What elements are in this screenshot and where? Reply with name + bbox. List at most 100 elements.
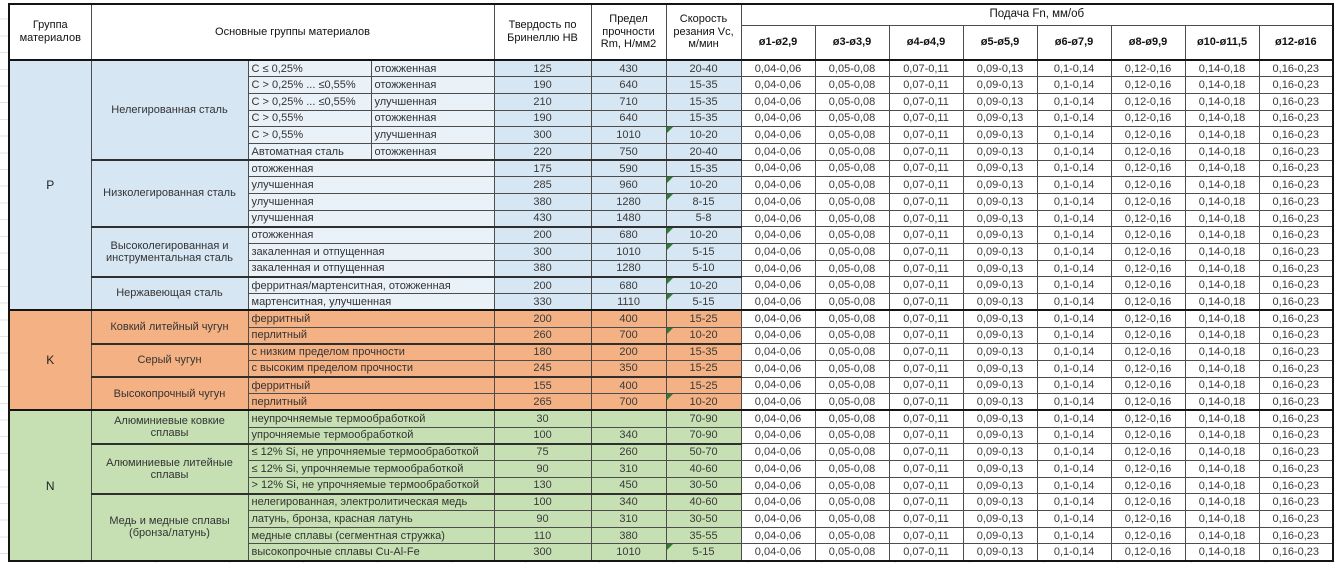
- feed-value-cell: 0,05-0,08: [814, 92, 890, 111]
- header-row-top: Группа материалов Основные группы матери…: [8, 3, 1334, 61]
- feed-value-cell: 0,16-0,23: [1258, 92, 1334, 111]
- feed-value-cell: 0,1-0,14: [1036, 393, 1112, 411]
- feed-value-cell: 0,12-0,16: [1110, 359, 1186, 378]
- table-row: > 12% Si, не упрочняемые термообработкой…: [9, 476, 1334, 495]
- feed-value-cell: 0,1-0,14: [1036, 326, 1112, 345]
- hardness-value-cell: 200: [493, 275, 592, 295]
- feed-value-cell: 0,04-0,06: [740, 460, 816, 478]
- feed-value-cell: 0,09-0,13: [962, 209, 1038, 228]
- feed-value-cell: 0,1-0,14: [1036, 92, 1112, 111]
- speed-value-cell: 5-8: [665, 209, 742, 228]
- feed-value-cell: 0,12-0,16: [1110, 126, 1186, 144]
- feed-value-cell: 0,12-0,16: [1110, 409, 1186, 428]
- hardness-value-cell: 110: [493, 526, 592, 545]
- feed-value-cell: 0,16-0,23: [1258, 393, 1334, 411]
- hardness-value-cell: 155: [493, 376, 592, 395]
- feed-value-cell: 0,05-0,08: [814, 142, 890, 161]
- feed-value-cell: 0,12-0,16: [1110, 376, 1186, 395]
- feed-value-cell: 0,04-0,06: [740, 243, 816, 261]
- table-row: улучшенная 285 960 10-20 0,04-0,06 0,05-0,08 0…: [9, 176, 1334, 194]
- feed-value-cell: 0,05-0,08: [814, 376, 890, 395]
- feed-value-cell: 0,04-0,06: [740, 226, 816, 245]
- feed-value-cell: 0,05-0,08: [814, 159, 890, 178]
- feed-value-cell: 0,1-0,14: [1036, 142, 1112, 161]
- header-diameter-5: ø6-ø7,9: [1036, 25, 1112, 61]
- hardness-value-cell: 330: [493, 293, 592, 311]
- feed-value-cell: 0,12-0,16: [1110, 109, 1186, 128]
- feed-value-cell: 0,05-0,08: [814, 426, 890, 445]
- feed-value-cell: 0,14-0,18: [1184, 159, 1260, 178]
- feed-value-cell: 0,07-0,11: [888, 543, 964, 562]
- feed-value-cell: 0,16-0,23: [1258, 109, 1334, 128]
- speed-value-cell: 40-60: [665, 492, 742, 512]
- strength-value-cell: 750: [590, 142, 667, 161]
- feed-value-cell: 0,07-0,11: [888, 343, 964, 361]
- hardness-value-cell: 130: [493, 476, 592, 495]
- feed-value-cell: 0,16-0,23: [1258, 443, 1334, 461]
- strength-value-cell: [590, 409, 667, 428]
- feed-value-cell: 0,07-0,11: [888, 309, 964, 328]
- strength-value-cell: 310: [590, 460, 667, 478]
- material-detail-cell: улучшенная: [247, 193, 495, 211]
- hardness-value-cell: 380: [493, 259, 592, 278]
- feed-value-cell: 0,1-0,14: [1036, 159, 1112, 178]
- strength-value-cell: 380: [590, 526, 667, 545]
- feed-value-cell: 0,07-0,11: [888, 359, 964, 378]
- table-row: мартенситная, улучшенная 330 1110 5-15 0,04-…: [9, 293, 1334, 311]
- feed-value-cell: 0,14-0,18: [1184, 142, 1260, 161]
- note-triangle-icon: [667, 244, 673, 252]
- material-detail-cell: медные сплавы (сегментная стружка): [247, 526, 495, 545]
- feed-value-cell: 0,12-0,16: [1110, 526, 1186, 545]
- feed-value-cell: 0,07-0,11: [888, 59, 964, 78]
- table-row: Автоматная сталь отожженная 220 750 20-40 0,0…: [9, 142, 1334, 161]
- hardness-value-cell: 300: [493, 126, 592, 144]
- feed-value-cell: 0,12-0,16: [1110, 176, 1186, 194]
- hardness-value-cell: 75: [493, 442, 592, 461]
- feed-value-cell: 0,09-0,13: [962, 376, 1038, 395]
- feed-value-cell: 0,09-0,13: [962, 543, 1038, 562]
- feed-value-cell: 0,09-0,13: [962, 159, 1038, 178]
- feed-value-cell: 0,05-0,08: [814, 243, 890, 261]
- material-detail-cell: C > 0,25% ... ≤0,55%: [247, 76, 372, 94]
- note-triangle-icon: [667, 327, 673, 335]
- speed-value-cell: 20-40: [665, 142, 742, 161]
- table-row: Медь и медные сплавы (бронза/латунь) неле…: [9, 492, 1334, 562]
- feed-value-cell: 0,14-0,18: [1184, 510, 1260, 528]
- hardness-value-cell: 265: [493, 393, 592, 411]
- material-subgroup-cell: Ковкий литейный чугун: [90, 309, 249, 345]
- strength-value-cell: 1110: [590, 293, 667, 311]
- feed-value-cell: 0,1-0,14: [1036, 376, 1112, 395]
- feed-value-cell: 0,16-0,23: [1258, 376, 1334, 395]
- header-diameter-1: ø1-ø2,9: [740, 25, 816, 61]
- feed-value-cell: 0,16-0,23: [1258, 209, 1334, 228]
- feed-value-cell: 0,04-0,06: [740, 59, 816, 78]
- strength-value-cell: 310: [590, 510, 667, 528]
- feed-value-cell: 0,05-0,08: [814, 543, 890, 562]
- feed-value-cell: 0,09-0,13: [962, 359, 1038, 378]
- feed-value-cell: 0,09-0,13: [962, 109, 1038, 128]
- feed-value-cell: 0,16-0,23: [1258, 176, 1334, 194]
- feed-value-cell: 0,04-0,06: [740, 92, 816, 111]
- feed-value-cell: 0,12-0,16: [1110, 59, 1186, 78]
- hardness-value-cell: 210: [493, 92, 592, 111]
- feed-value-cell: 0,05-0,08: [814, 460, 890, 478]
- strength-value-cell: 640: [590, 109, 667, 128]
- strength-value-cell: 1010: [590, 126, 667, 144]
- material-detail-cell: перлитный: [247, 326, 495, 345]
- feed-value-cell: 0,14-0,18: [1184, 293, 1260, 311]
- feed-value-cell: 0,12-0,16: [1110, 343, 1186, 361]
- feed-value-cell: 0,05-0,08: [814, 526, 890, 545]
- feed-value-cell: 0,14-0,18: [1184, 209, 1260, 228]
- feed-value-cell: 0,14-0,18: [1184, 376, 1260, 395]
- feed-value-cell: 0,14-0,18: [1184, 243, 1260, 261]
- feed-value-cell: 0,14-0,18: [1184, 443, 1260, 461]
- feed-value-cell: 0,14-0,18: [1184, 476, 1260, 495]
- feed-value-cell: 0,05-0,08: [814, 409, 890, 428]
- feed-value-cell: 0,1-0,14: [1036, 293, 1112, 311]
- strength-value-cell: 640: [590, 76, 667, 94]
- material-detail-cell: с низким пределом прочности: [247, 342, 495, 361]
- feed-value-cell: 0,16-0,23: [1258, 159, 1334, 178]
- feed-value-cell: 0,14-0,18: [1184, 226, 1260, 245]
- feed-value-cell: 0,05-0,08: [814, 293, 890, 311]
- feed-value-cell: 0,16-0,23: [1258, 59, 1334, 78]
